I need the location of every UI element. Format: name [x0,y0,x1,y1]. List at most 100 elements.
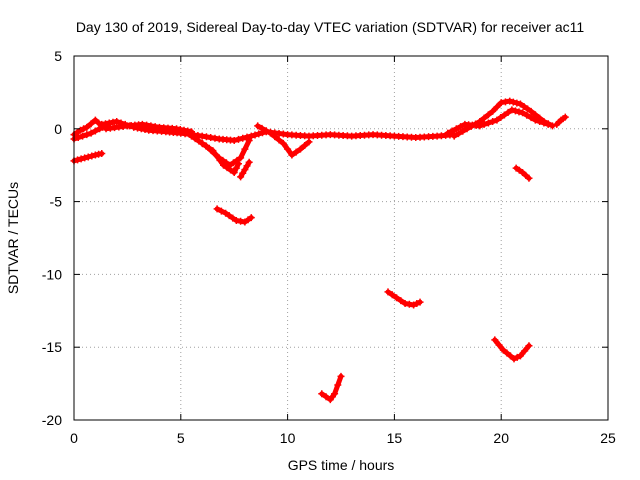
data-point [484,119,492,127]
data-point [393,294,401,302]
data-point [79,132,87,140]
series-arc-14 [444,106,552,137]
data-point [531,116,539,124]
data-point [318,390,326,398]
data-point [516,100,524,108]
series-arc-12 [384,288,424,309]
data-point [305,138,313,146]
data-point [509,98,517,106]
data-point [245,158,253,166]
data-point [91,127,99,135]
data-point [337,372,345,380]
x-tick-label: 25 [600,430,616,446]
data-point [523,111,531,119]
data-point [254,122,262,130]
data-point [499,346,507,354]
y-tick-label: -15 [42,339,62,355]
data-point [80,125,88,133]
data-point [525,174,533,182]
tick-labels: 0 5 10 15 20 25 5 0 -5 -10 -15 -20 [42,48,616,446]
data-point [521,347,529,355]
data-point [457,123,465,131]
data-point [444,129,452,137]
data-point [520,102,528,110]
data-point [83,131,91,139]
series-arc-11 [318,372,345,404]
data-point [513,353,521,361]
data-point [416,298,424,306]
data-point [230,168,238,176]
data-point [410,301,418,309]
data-point [500,111,508,119]
data-point [515,108,523,116]
series-layer [70,97,569,404]
data-point [96,125,104,133]
data-point [540,119,548,127]
data-point [296,145,304,153]
data-point [81,154,89,162]
data-point [334,381,342,389]
series-arc-8 [237,158,253,181]
data-point [84,153,92,161]
data-point [243,162,251,170]
data-point [241,145,249,153]
data-point [113,118,121,126]
data-point [229,159,237,167]
data-point [88,152,96,160]
data-point [191,135,199,143]
data-point [516,352,524,360]
series-arc-9 [254,122,313,159]
data-point [232,164,240,172]
series-arc-5 [102,120,195,136]
data-point [301,142,309,150]
data-point [223,164,231,172]
data-point [493,103,501,111]
data-point [536,118,544,126]
data-point [448,127,456,135]
y-tick-label: -20 [42,412,62,428]
series-arc-15 [553,113,569,128]
data-point [77,155,85,163]
x-axis-label: GPS time / hours [288,457,395,473]
data-point [212,151,220,159]
data-point [508,106,516,114]
data-point [234,135,242,143]
data-point [237,154,245,162]
data-point [493,116,501,124]
data-point [561,113,569,121]
data-point [513,99,521,107]
x-tick-label: 15 [387,430,403,446]
series-arc-17 [491,336,533,363]
x-tick-label: 0 [70,430,78,446]
plot-frame [73,55,609,421]
data-point [489,118,497,126]
data-point [247,132,255,140]
data-point [227,166,235,174]
data-point [222,209,230,217]
data-point [255,130,263,138]
data-point [239,134,247,142]
series-arc-16 [512,164,533,182]
data-point [239,169,247,177]
y-tick-label: 0 [54,121,62,137]
x-tick-label: 10 [280,430,296,446]
data-point [480,120,488,128]
data-point [241,166,249,174]
data-point [292,148,300,156]
data-point [510,355,518,363]
data-point [198,139,206,147]
data-point [83,123,91,131]
data-point [484,111,492,119]
data-point [519,109,527,117]
data-point [503,349,511,357]
data-point [476,122,484,130]
data-point [497,114,505,122]
data-point [225,212,233,220]
data-point [74,156,82,164]
data-point [506,97,514,105]
data-point [524,105,532,113]
x-tick-label: 5 [177,430,185,446]
data-point [452,125,460,133]
data-point [388,291,396,299]
